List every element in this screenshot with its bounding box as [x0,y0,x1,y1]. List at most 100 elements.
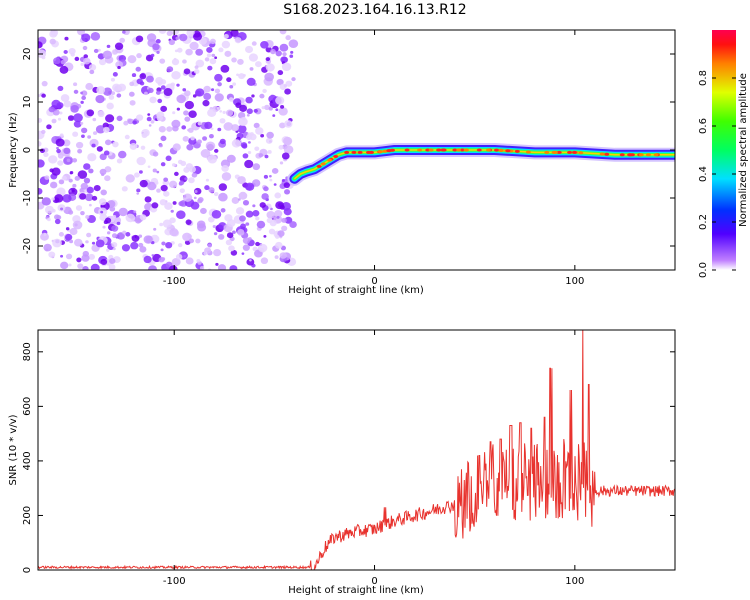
noise-blob [204,185,210,191]
noise-blob [48,251,56,258]
noise-blob [38,159,45,168]
noise-blob [291,77,296,82]
noise-blob [255,61,262,68]
noise-blob [102,122,109,129]
noise-blob [261,193,269,200]
noise-blob [269,178,273,182]
noise-blob [97,110,105,118]
noise-blob [266,211,276,219]
noise-blob [91,241,96,245]
noise-blob [203,251,208,256]
noise-blob [79,193,87,200]
noise-blob [196,220,206,229]
noise-blob [182,59,187,64]
noise-blob [133,210,137,214]
y-tick-label: -20 [22,238,33,254]
noise-blob [153,227,157,231]
noise-blob [177,243,183,248]
noise-blob [246,77,256,86]
noise-blob [160,248,164,252]
noise-blob [73,82,78,87]
noise-blob [186,144,194,151]
noise-blob [160,91,164,94]
noise-blob [278,145,284,150]
noise-blob [136,53,142,59]
noise-blob [165,155,172,162]
noise-blob [171,58,180,66]
noise-blob [99,153,107,161]
noise-blob [204,121,213,130]
noise-blob [267,150,272,154]
noise-blob [59,111,63,115]
noise-blob [100,189,107,196]
noise-blob [146,116,152,122]
noise-blob [262,88,267,94]
noise-blob [129,100,136,106]
noise-blob [75,205,83,211]
noise-blob [194,190,198,193]
noise-blob [116,93,122,98]
noise-blob [283,136,293,146]
noise-blob [242,199,250,206]
noise-blob [111,225,119,232]
noise-blob [245,96,253,104]
noise-blob [187,128,190,132]
noise-blob [232,230,236,234]
noise-blob [44,205,54,214]
noise-blob [95,239,105,248]
noise-blob [53,57,61,65]
noise-blob [95,94,105,104]
noise-blob [127,55,137,64]
noise-blob [59,65,69,74]
noise-blob [253,122,260,129]
noise-blob [118,207,128,217]
snr-y-label: SNR (10 * v/v) [8,414,19,485]
noise-blob [183,68,191,75]
noise-blob [158,125,166,133]
noise-blob [252,179,261,187]
noise-blob [100,258,108,265]
noise-blob [163,190,170,197]
noise-blob [261,106,265,110]
noise-blob [65,253,73,260]
noise-blob [100,210,104,214]
trace-hotspot [552,150,558,154]
noise-blob [242,237,250,244]
noise-blob [190,136,195,141]
noise-blob [91,143,96,148]
noise-blob [81,95,87,101]
noise-blob [154,181,159,185]
noise-blob [92,117,97,122]
noise-blob [246,108,253,115]
noise-blob [237,58,244,65]
noise-blob [258,153,264,158]
noise-blob [228,97,234,102]
noise-blob [260,134,265,138]
noise-blob [147,165,151,168]
noise-blob [171,163,176,167]
noise-blob [195,59,205,68]
noise-blob [86,109,95,117]
noise-blob [46,124,52,130]
trace-hotspot [578,151,584,155]
noise-blob [58,232,64,237]
noise-blob [38,93,41,98]
noise-blob [81,33,91,42]
noise-blob [102,126,110,133]
trace-hotspot [525,150,531,154]
noise-blob [246,258,255,266]
noise-blob [200,207,207,215]
noise-blob [166,126,173,132]
noise-blob [111,233,118,239]
noise-blob [274,255,279,259]
trace-hotspot [459,148,465,152]
noise-blob [218,192,228,202]
noise-blob [185,219,192,225]
noise-blob [179,33,188,42]
noise-blob [73,89,79,94]
noise-blob [263,174,269,179]
noise-blob [58,179,65,185]
noise-blob [215,262,219,266]
noise-blob [38,41,43,49]
noise-blob [214,56,218,59]
